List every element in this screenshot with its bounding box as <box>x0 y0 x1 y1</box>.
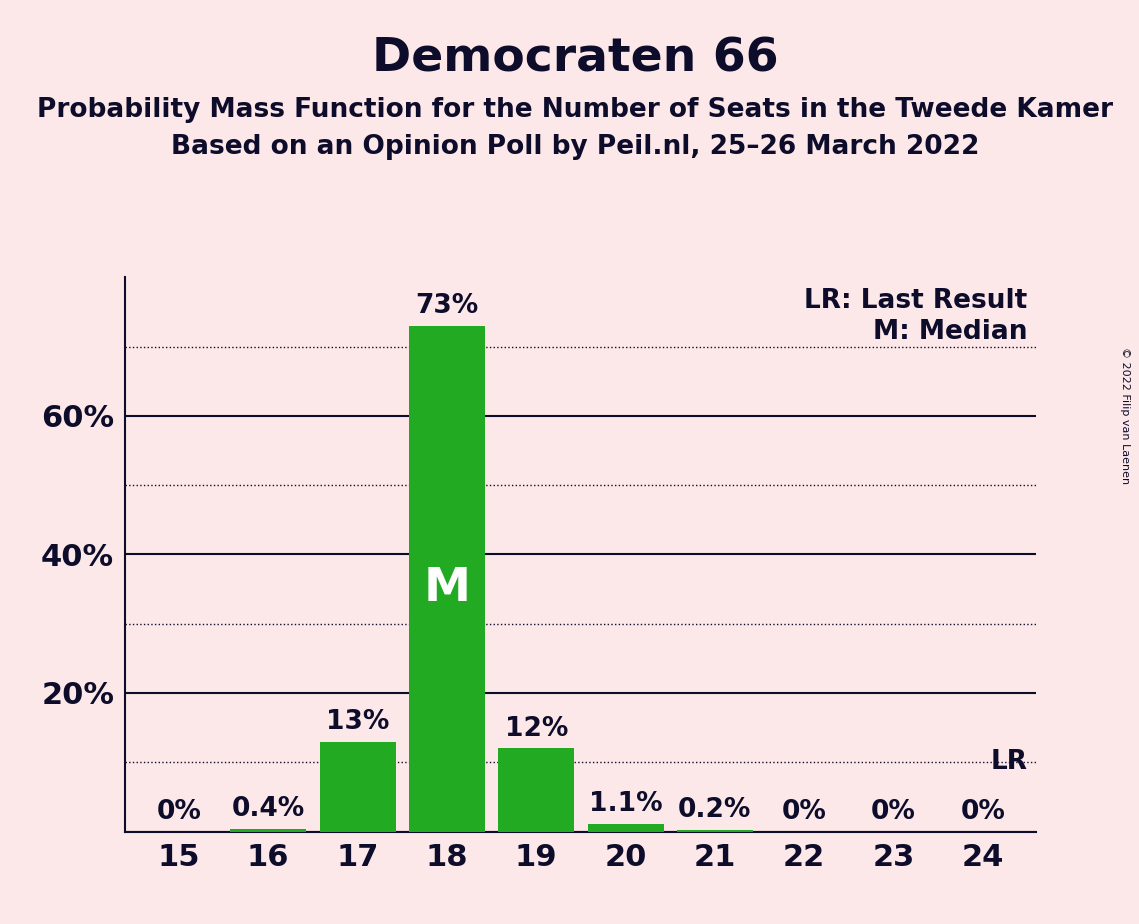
Text: M: M <box>424 566 470 612</box>
Text: Democraten 66: Democraten 66 <box>371 37 779 82</box>
Text: 0%: 0% <box>781 798 827 824</box>
Text: 1.1%: 1.1% <box>589 791 663 817</box>
Text: 0.4%: 0.4% <box>231 796 305 822</box>
Text: 0.2%: 0.2% <box>678 797 752 823</box>
Text: Based on an Opinion Poll by Peil.nl, 25–26 March 2022: Based on an Opinion Poll by Peil.nl, 25–… <box>171 134 980 160</box>
Bar <box>230 829 306 832</box>
Bar <box>409 326 485 832</box>
Text: 0%: 0% <box>960 798 1006 824</box>
Bar <box>677 830 753 832</box>
Bar <box>588 824 664 832</box>
Text: 73%: 73% <box>416 293 478 319</box>
Text: 13%: 13% <box>326 709 390 735</box>
Text: LR: Last Result: LR: Last Result <box>804 287 1027 313</box>
Bar <box>320 741 395 832</box>
Text: 0%: 0% <box>871 798 916 824</box>
Bar <box>498 748 574 832</box>
Text: 12%: 12% <box>505 715 568 741</box>
Text: © 2022 Filip van Laenen: © 2022 Filip van Laenen <box>1121 347 1130 484</box>
Text: Probability Mass Function for the Number of Seats in the Tweede Kamer: Probability Mass Function for the Number… <box>38 97 1113 123</box>
Text: 0%: 0% <box>156 798 202 824</box>
Text: M: Median: M: Median <box>874 319 1027 345</box>
Text: LR: LR <box>991 749 1027 775</box>
